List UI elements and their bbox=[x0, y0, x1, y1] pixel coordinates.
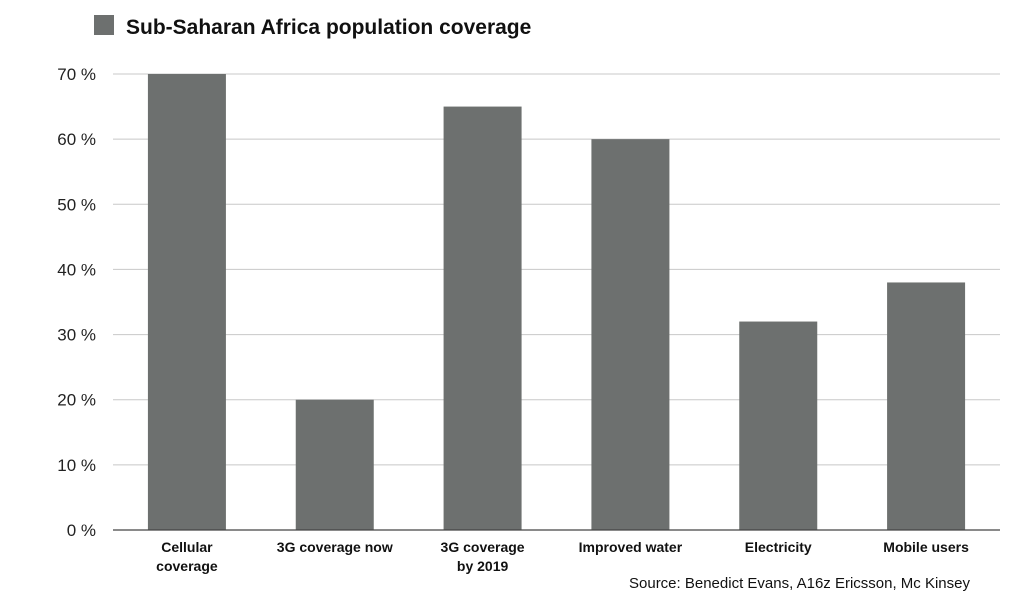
bar bbox=[887, 282, 966, 530]
bar bbox=[147, 74, 226, 530]
y-tick-label: 40 % bbox=[57, 260, 96, 279]
y-tick-label: 30 % bbox=[57, 326, 96, 345]
legend-swatch bbox=[94, 15, 114, 35]
source-note: Source: Benedict Evans, A16z Ericsson, M… bbox=[629, 575, 970, 592]
gridlines bbox=[113, 73, 1000, 466]
bar bbox=[443, 106, 522, 531]
y-tick-label: 0 % bbox=[67, 521, 96, 540]
bar bbox=[591, 139, 670, 530]
chart-legend: Sub-Saharan Africa population coverage bbox=[94, 15, 531, 39]
y-tick-label: 60 % bbox=[57, 130, 96, 149]
y-axis-tick-labels: 0 % 10 % 20 % 30 % 40 % 50 % 60 % 70 % bbox=[57, 65, 96, 540]
y-tick-label: 50 % bbox=[57, 195, 96, 214]
x-category-label: Cellular coverage bbox=[156, 539, 218, 574]
legend-label: Sub-Saharan Africa population coverage bbox=[126, 16, 531, 39]
bar bbox=[295, 399, 374, 530]
bars bbox=[147, 74, 966, 531]
x-category-label: Electricity bbox=[745, 539, 812, 555]
y-tick-label: 70 % bbox=[57, 65, 96, 84]
x-axis-category-labels: Cellular coverage 3G coverage now 3G covera… bbox=[156, 539, 969, 574]
y-tick-label: 20 % bbox=[57, 391, 96, 410]
x-category-label: 3G coverage by 2019 bbox=[441, 539, 525, 574]
x-category-label: Mobile users bbox=[883, 539, 969, 555]
bar bbox=[739, 321, 818, 530]
y-tick-label: 10 % bbox=[57, 456, 96, 475]
x-category-label: 3G coverage now bbox=[277, 539, 393, 555]
x-category-label: Improved water bbox=[579, 539, 683, 555]
